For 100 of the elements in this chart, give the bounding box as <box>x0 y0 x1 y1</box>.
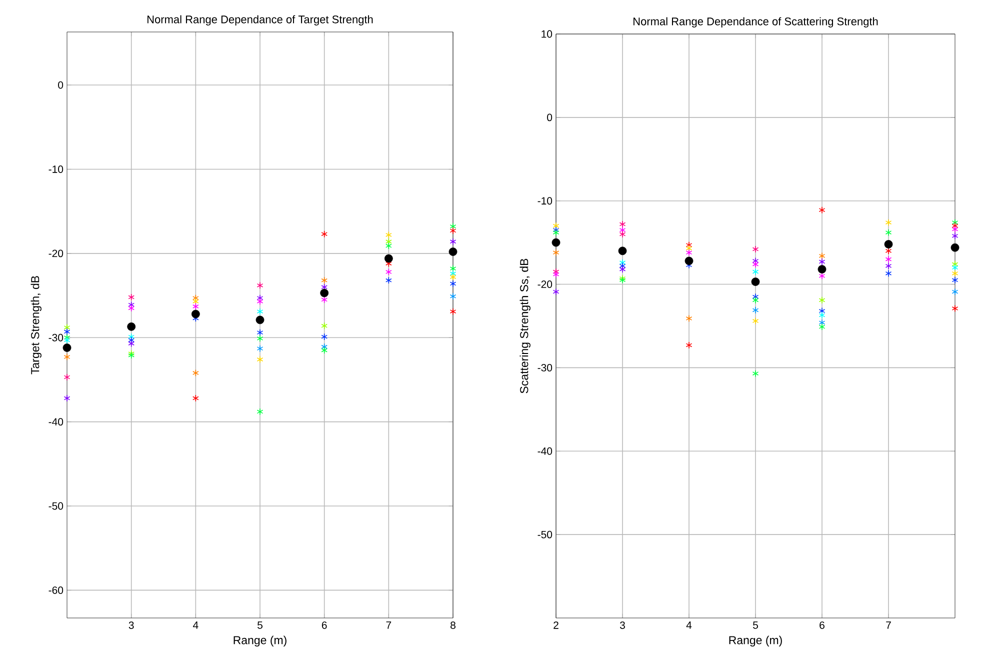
point <box>450 280 456 288</box>
y-tick-label: 10 <box>542 30 552 38</box>
x-tick-label: 6 <box>322 622 327 629</box>
x-tick-label: 5 <box>258 622 262 629</box>
chart-title: Normal Range Dependance of Target Strength <box>147 15 373 26</box>
point <box>818 296 826 304</box>
point <box>192 394 199 402</box>
point <box>952 270 958 278</box>
point <box>752 370 759 378</box>
point <box>818 319 826 326</box>
point <box>321 322 328 330</box>
point <box>952 232 958 240</box>
point <box>952 222 958 230</box>
y-tick-label: 0 <box>58 81 64 89</box>
y-tick-label: -20 <box>48 250 64 258</box>
point <box>450 308 456 316</box>
point <box>885 247 892 255</box>
x-tick-label: 2 <box>554 622 558 629</box>
point <box>818 258 826 266</box>
y-tick-label: -40 <box>538 447 552 455</box>
point <box>752 306 759 314</box>
y-tick-label: -10 <box>538 197 552 205</box>
x-tick-label: 3 <box>620 622 625 629</box>
point <box>885 270 892 278</box>
chart-title: Normal Range Dependance of Scattering Strength <box>634 17 878 28</box>
point <box>818 206 826 214</box>
point <box>256 334 264 342</box>
y-tick-label: -40 <box>48 418 64 426</box>
point <box>386 268 392 276</box>
point <box>950 243 960 252</box>
point <box>256 294 264 302</box>
point <box>751 278 760 286</box>
x-tick-label: 4 <box>686 622 692 629</box>
point <box>450 264 456 272</box>
point <box>752 293 759 300</box>
point <box>752 317 759 325</box>
point <box>128 333 135 340</box>
point <box>752 268 759 276</box>
point <box>619 226 626 234</box>
y-tick-label: -60 <box>48 586 64 594</box>
point <box>192 298 199 306</box>
point <box>386 231 392 238</box>
point <box>686 314 692 322</box>
point <box>552 238 560 247</box>
x-tick-label: 6 <box>820 622 824 629</box>
point <box>64 353 70 361</box>
point <box>256 328 264 336</box>
point <box>191 310 200 318</box>
point <box>885 256 892 263</box>
point <box>552 270 560 278</box>
point <box>885 228 892 236</box>
point <box>818 265 826 274</box>
x-tick-label: 8 <box>450 622 456 629</box>
point <box>321 276 328 284</box>
point <box>256 408 264 416</box>
point <box>64 324 70 332</box>
point <box>192 369 199 377</box>
point <box>321 296 328 304</box>
point <box>192 294 199 302</box>
point <box>952 260 958 268</box>
point <box>952 288 958 296</box>
y-tick-label: 0 <box>547 114 552 122</box>
point <box>64 394 70 402</box>
point <box>952 226 958 233</box>
point <box>256 308 264 316</box>
point <box>384 254 393 263</box>
y-tick-label: -30 <box>48 334 64 342</box>
point <box>386 276 392 284</box>
x-tick-label: 5 <box>753 622 758 629</box>
x-axis-title: Range (m) <box>729 636 782 646</box>
point <box>450 292 456 300</box>
y-tick-label: -50 <box>538 530 552 538</box>
point <box>256 298 264 306</box>
y-tick-label: -30 <box>538 364 552 372</box>
point <box>752 296 759 304</box>
point <box>618 246 627 256</box>
point <box>686 248 692 256</box>
point <box>321 343 328 350</box>
point <box>321 346 328 354</box>
y-axis-title: Scattering Strength Ss, dB <box>520 258 530 394</box>
point <box>885 218 892 226</box>
point <box>321 333 328 340</box>
point <box>128 294 135 301</box>
point <box>686 342 692 349</box>
point <box>386 242 392 250</box>
x-tick-label: 4 <box>192 622 198 629</box>
point <box>952 276 958 284</box>
point <box>684 256 694 266</box>
point <box>64 374 70 381</box>
point <box>450 238 456 246</box>
point <box>752 260 759 268</box>
x-axis-title: Range (m) <box>234 636 286 646</box>
point <box>450 222 456 230</box>
point <box>818 252 826 260</box>
point <box>256 316 264 324</box>
point <box>62 344 72 352</box>
point <box>552 288 560 296</box>
point <box>128 340 135 348</box>
x-tick-label: 7 <box>886 622 891 629</box>
point <box>619 258 626 266</box>
